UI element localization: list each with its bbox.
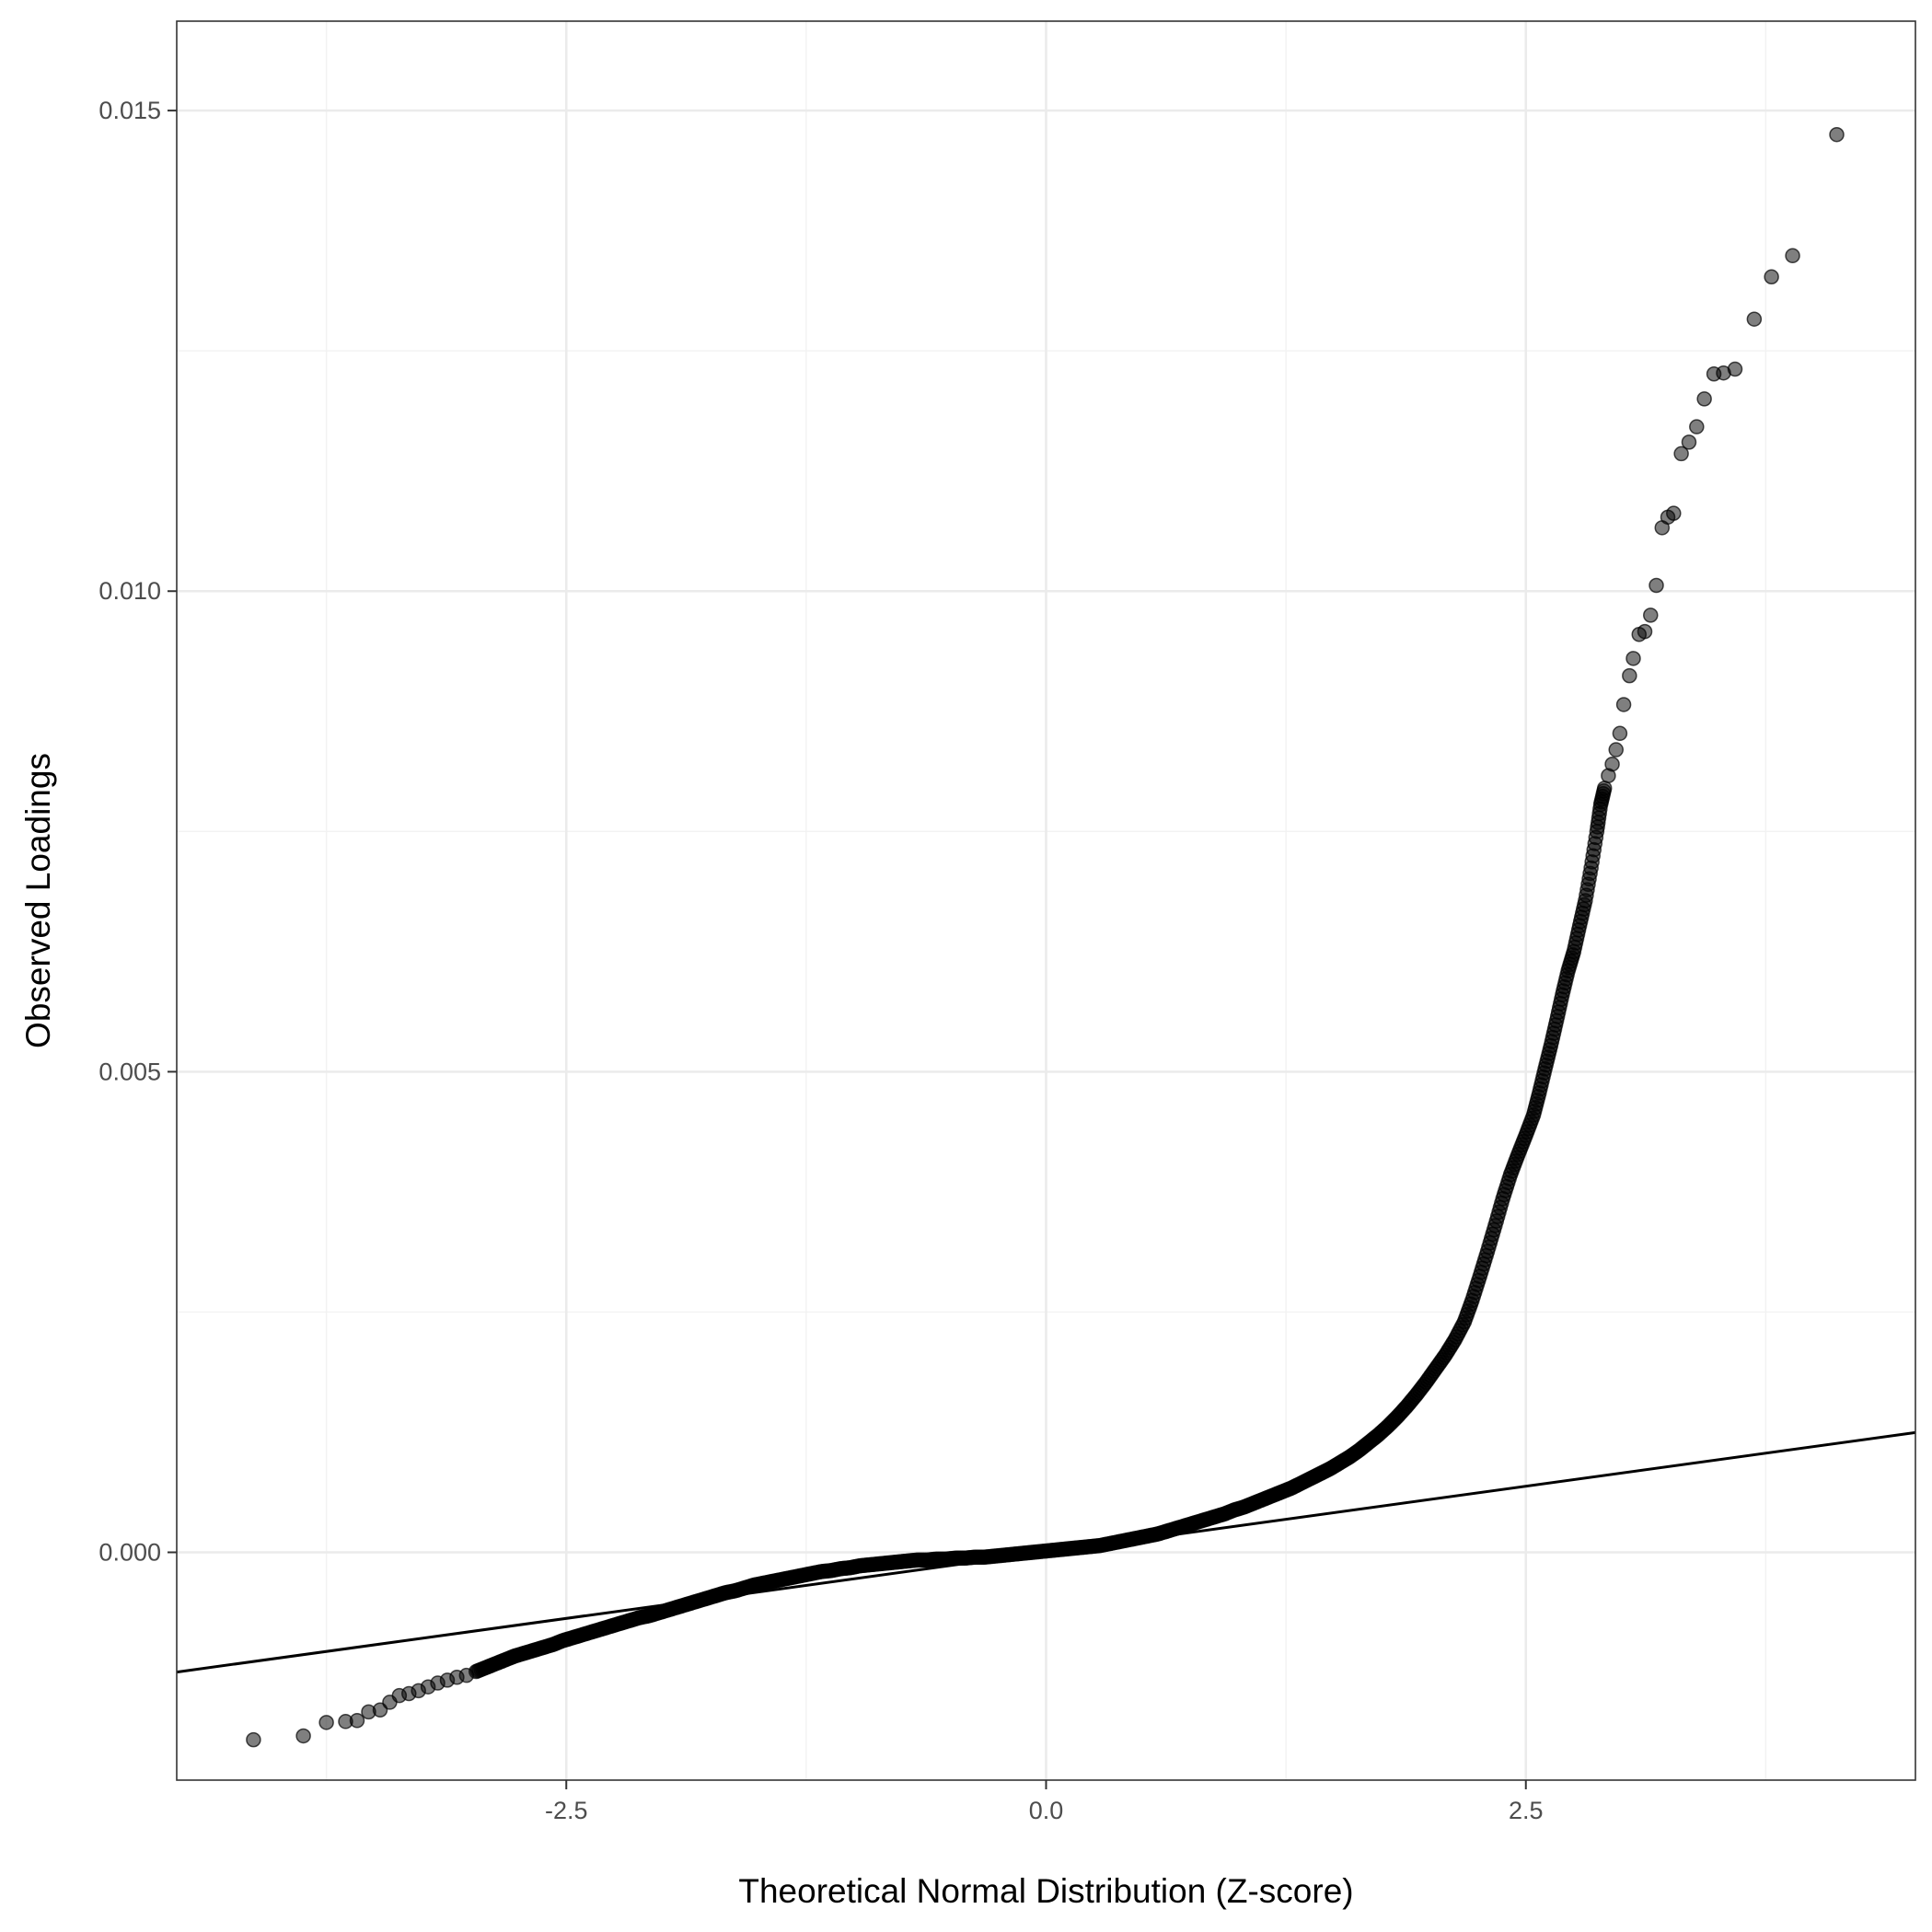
y-axis-ticks: 0.000 0.005 0.010 0.015 xyxy=(98,97,177,1567)
data-point xyxy=(1615,697,1632,712)
x-tick-label: 2.5 xyxy=(1509,1797,1544,1824)
y-axis-title: Observed Loadings xyxy=(19,753,57,1048)
data-point xyxy=(1681,434,1697,450)
data-point xyxy=(1689,419,1705,434)
data-point xyxy=(295,1728,311,1744)
data-point xyxy=(1785,248,1800,264)
x-tick-label: -2.5 xyxy=(545,1797,588,1824)
data-point xyxy=(1829,126,1845,143)
data-point xyxy=(349,1713,365,1729)
y-tick-label: 0.000 xyxy=(98,1539,161,1567)
data-point xyxy=(1666,505,1682,521)
data-points xyxy=(246,126,1845,1748)
x-tick-label: 0.0 xyxy=(1029,1797,1064,1824)
data-point xyxy=(318,1715,334,1730)
data-point xyxy=(1727,361,1743,377)
data-point xyxy=(1608,742,1624,758)
data-point xyxy=(1673,445,1689,462)
y-tick-label: 0.005 xyxy=(98,1058,161,1085)
data-point xyxy=(1746,311,1763,327)
data-point xyxy=(1625,651,1641,666)
data-point xyxy=(1637,623,1653,640)
y-tick-label: 0.015 xyxy=(98,97,161,124)
data-point xyxy=(1649,577,1664,594)
data-point xyxy=(1604,756,1620,772)
data-point xyxy=(1612,725,1628,742)
data-point xyxy=(246,1731,261,1748)
data-point xyxy=(1764,269,1779,285)
y-tick-label: 0.010 xyxy=(98,577,161,605)
data-point xyxy=(1643,607,1659,623)
data-point xyxy=(1596,781,1613,796)
data-point xyxy=(1696,391,1712,407)
data-point xyxy=(1622,667,1637,684)
x-axis-title: Theoretical Normal Distribution (Z-score… xyxy=(738,1872,1353,1910)
x-axis-ticks: -2.5 0.0 2.5 xyxy=(545,1780,1544,1824)
